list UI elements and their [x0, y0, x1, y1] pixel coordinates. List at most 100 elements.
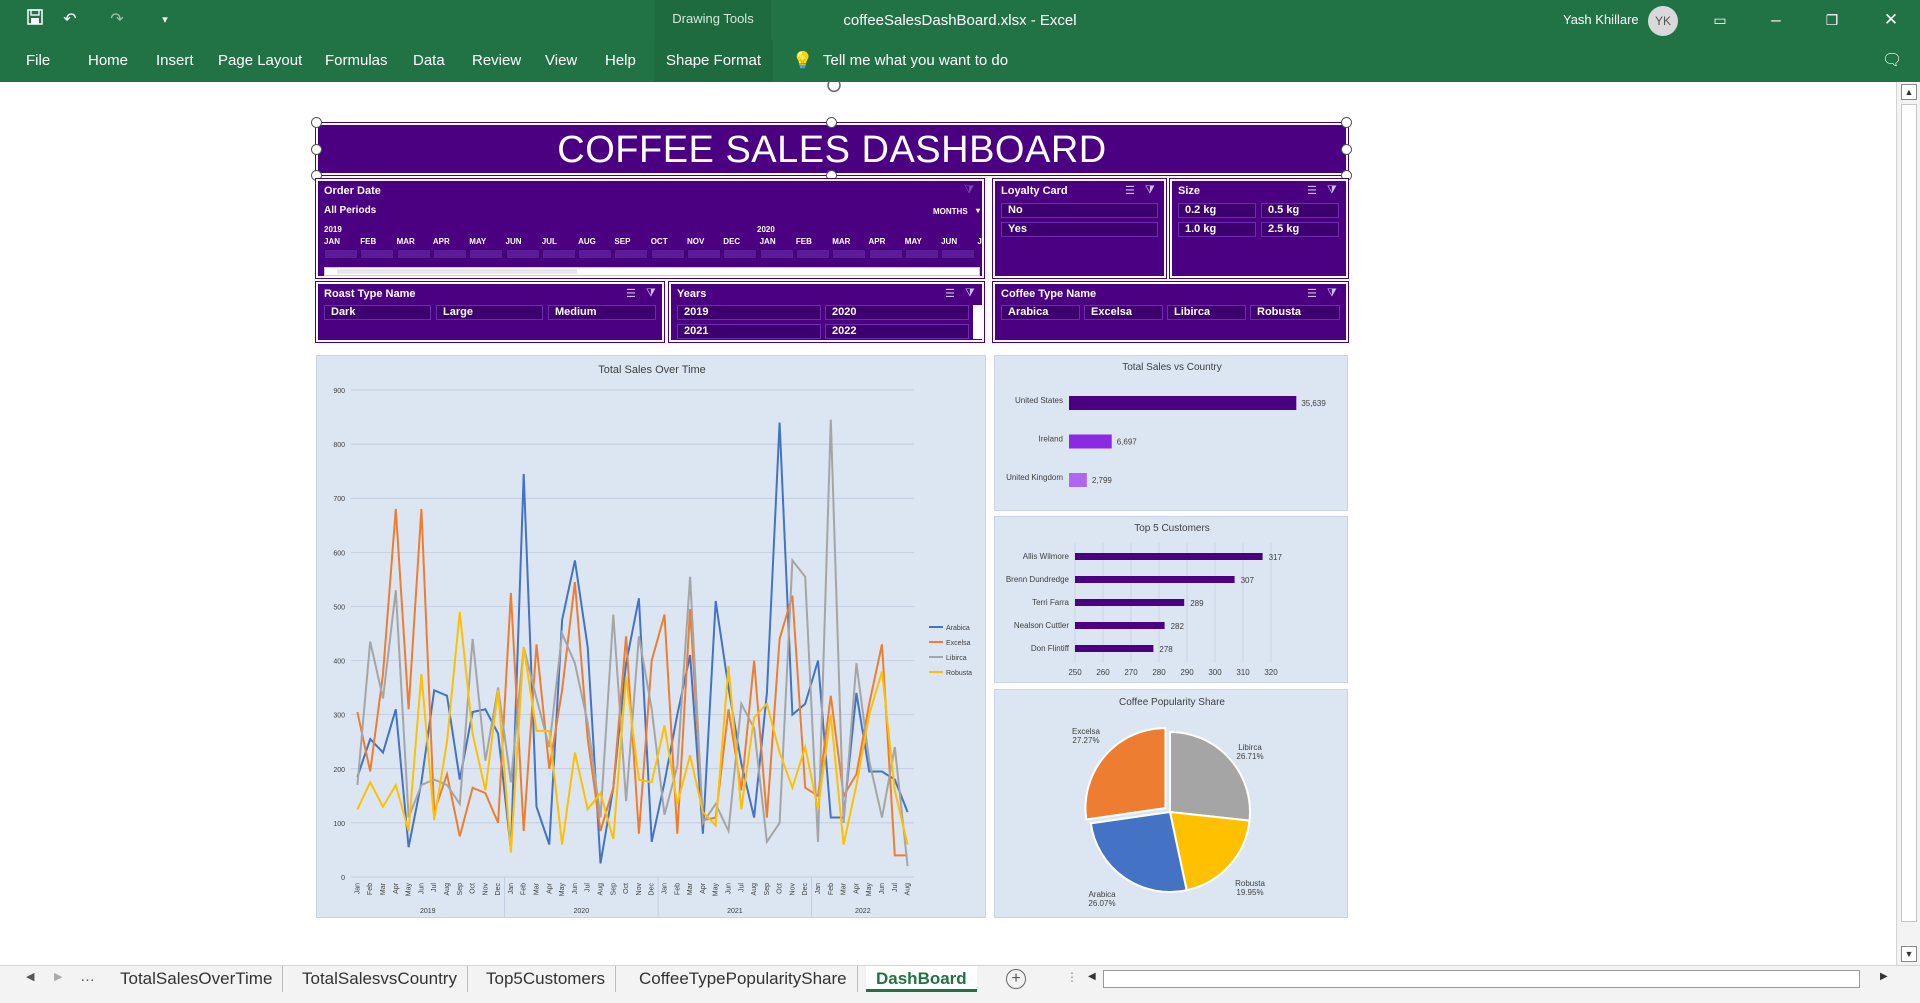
- chevron-down-icon[interactable]: ▾: [976, 206, 981, 215]
- tab-data[interactable]: Data: [413, 52, 445, 69]
- sheet-tab-total-sales-vs-country[interactable]: TotalSalesvsCountry: [292, 966, 468, 992]
- timeline-month-cell[interactable]: [904, 249, 939, 259]
- slicer-item[interactable]: Dark: [324, 305, 431, 320]
- resize-handle[interactable]: [311, 144, 322, 155]
- slicer-item[interactable]: 2021: [677, 324, 821, 339]
- tab-help[interactable]: Help: [605, 52, 636, 69]
- roast-type-slicer[interactable]: Roast Type Name ☰ ⧩ Dark Large Medium: [315, 281, 665, 343]
- slicer-item[interactable]: 1.0 kg: [1178, 222, 1256, 237]
- vertical-scrollbar[interactable]: ▲ ▼: [1896, 82, 1920, 965]
- timeline-month-cell[interactable]: [469, 249, 504, 259]
- clear-filter-icon[interactable]: ⧩: [965, 287, 975, 299]
- timeline-month-cell[interactable]: [396, 249, 431, 259]
- slicer-item[interactable]: No: [1001, 203, 1158, 218]
- timeline-month-cell[interactable]: [941, 249, 976, 259]
- slicer-item[interactable]: 0.2 kg: [1178, 203, 1256, 218]
- tab-insert[interactable]: Insert: [156, 52, 194, 69]
- slicer-item[interactable]: Excelsa: [1084, 305, 1163, 320]
- slicer-item[interactable]: Arabica: [1001, 305, 1080, 320]
- resize-handle[interactable]: [1341, 117, 1352, 128]
- close-icon[interactable]: ✕: [1883, 10, 1899, 29]
- slicer-item[interactable]: Medium: [548, 305, 656, 320]
- timeline-month-cell[interactable]: [723, 249, 758, 259]
- clear-filter-icon[interactable]: ⧩: [1145, 184, 1155, 196]
- tab-formulas[interactable]: Formulas: [325, 52, 388, 69]
- timeline-month-cell[interactable]: [541, 249, 576, 259]
- prev-sheet-icon[interactable]: ◀: [26, 971, 35, 983]
- save-icon[interactable]: [23, 8, 47, 32]
- timeline-month-cell[interactable]: [650, 249, 685, 259]
- rotate-handle-icon[interactable]: [826, 80, 842, 94]
- sheet-tab-dashboard[interactable]: DashBoard: [866, 966, 977, 992]
- ribbon-display-icon[interactable]: ▭: [1713, 12, 1727, 28]
- sheet-tab-coffee-type-popularity-share[interactable]: CoffeeTypePopularityShare: [629, 966, 858, 992]
- multi-select-icon[interactable]: ☰: [1125, 185, 1135, 197]
- slicer-item[interactable]: Libirca: [1167, 305, 1246, 320]
- timeline-month-cell[interactable]: [432, 249, 467, 259]
- slicer-item[interactable]: 2020: [825, 305, 969, 320]
- timeline-scrollbar[interactable]: [324, 267, 980, 276]
- scroll-up-icon[interactable]: ▲: [1901, 84, 1917, 100]
- coffee-type-slicer[interactable]: Coffee Type Name ☰ ⧩ Arabica Excelsa Lib…: [992, 281, 1349, 343]
- timeline-month-cell[interactable]: [795, 249, 830, 259]
- timeline-month-cell[interactable]: [868, 249, 903, 259]
- order-date-timeline[interactable]: Order Date ⧩ All Periods MONTHS ▾ 2019 2…: [315, 178, 985, 279]
- resize-handle[interactable]: [826, 117, 837, 128]
- slicer-item[interactable]: Large: [436, 305, 543, 320]
- timeline-month-cell[interactable]: [578, 249, 613, 259]
- slicer-item[interactable]: Robusta: [1250, 305, 1340, 320]
- timeline-month-cell[interactable]: [832, 249, 867, 259]
- scroll-thumb[interactable]: [1901, 104, 1917, 922]
- coffee-popularity-share-chart[interactable]: Coffee Popularity Share Excelsa 27.27% Libi…: [994, 689, 1348, 918]
- more-sheets-icon[interactable]: …: [80, 968, 95, 985]
- top-5-customers-chart[interactable]: Top 5 Customers 250 260 270 280 290 300 310 320 A…: [994, 516, 1348, 683]
- user-name[interactable]: Yash Khillare: [1563, 12, 1639, 27]
- customize-toolbar-icon[interactable]: ▾: [162, 14, 168, 26]
- multi-select-icon[interactable]: ☰: [1307, 288, 1317, 300]
- slicer-item[interactable]: 0.5 kg: [1261, 203, 1339, 218]
- comments-icon[interactable]: 🗨: [1882, 52, 1903, 69]
- tab-page-layout[interactable]: Page Layout: [218, 52, 303, 69]
- clear-filter-icon[interactable]: ⧩: [964, 184, 974, 196]
- years-slicer[interactable]: Years ☰ ⧩ 2019 2020 2021 2022: [668, 281, 985, 343]
- resize-handle[interactable]: [311, 117, 322, 128]
- tab-view[interactable]: View: [545, 52, 578, 69]
- loyalty-card-slicer[interactable]: Loyalty Card ☰ ⧩ No Yes: [992, 178, 1167, 279]
- tab-home[interactable]: Home: [88, 52, 129, 69]
- tab-file[interactable]: File: [26, 52, 51, 69]
- sheet-tab-total-sales-over-time[interactable]: TotalSalesOverTime: [110, 966, 284, 992]
- tab-shape-format[interactable]: Shape Format: [654, 40, 774, 82]
- scroll-down-icon[interactable]: ▼: [1901, 946, 1917, 962]
- horizontal-scrollbar[interactable]: [1103, 970, 1860, 988]
- dashboard-title-shape[interactable]: COFFEE SALES DASHBOARD: [315, 122, 1349, 176]
- total-sales-vs-country-chart[interactable]: Total Sales vs Country United States 35,63…: [994, 355, 1348, 511]
- timeline-month-cell[interactable]: [324, 249, 358, 259]
- resize-handle[interactable]: [1341, 144, 1352, 155]
- undo-icon[interactable]: ↶: [63, 11, 77, 28]
- slicer-scrollbar[interactable]: [973, 305, 982, 339]
- slicer-item[interactable]: Yes: [1001, 222, 1158, 237]
- sheet-tab-top5-customers[interactable]: Top5Customers: [476, 966, 617, 992]
- clear-filter-icon[interactable]: ⧩: [1327, 287, 1337, 299]
- add-sheet-icon[interactable]: +: [1006, 969, 1026, 989]
- clear-filter-icon[interactable]: ⧩: [1327, 184, 1337, 196]
- restore-icon[interactable]: ❐: [1825, 12, 1839, 28]
- timeline-month-cell[interactable]: [759, 249, 794, 259]
- slicer-item[interactable]: 2022: [825, 324, 969, 339]
- scroll-left-icon[interactable]: ◀: [1088, 971, 1096, 982]
- total-sales-over-time-chart[interactable]: Total Sales Over Time 0 100 200 300 400 500 600…: [316, 355, 986, 918]
- splitter-icon[interactable]: ⋮: [1066, 970, 1078, 984]
- timeline-month-cell[interactable]: [614, 249, 649, 259]
- multi-select-icon[interactable]: ☰: [1307, 185, 1317, 197]
- tell-me-search[interactable]: Tell me what you want to do: [823, 52, 1009, 69]
- size-slicer[interactable]: Size ☰ ⧩ 0.2 kg 0.5 kg 1.0 kg 2.5 kg: [1169, 178, 1349, 279]
- tab-review[interactable]: Review: [472, 52, 522, 69]
- multi-select-icon[interactable]: ☰: [626, 288, 636, 300]
- timeline-month-cell[interactable]: [505, 249, 540, 259]
- slicer-item[interactable]: 2.5 kg: [1261, 222, 1339, 237]
- redo-icon[interactable]: ↷: [110, 11, 124, 28]
- next-sheet-icon[interactable]: ▶: [54, 971, 63, 983]
- scroll-right-icon[interactable]: ▶: [1880, 971, 1888, 982]
- timeline-month-cell[interactable]: [360, 249, 395, 259]
- timeline-month-cell[interactable]: [687, 249, 721, 259]
